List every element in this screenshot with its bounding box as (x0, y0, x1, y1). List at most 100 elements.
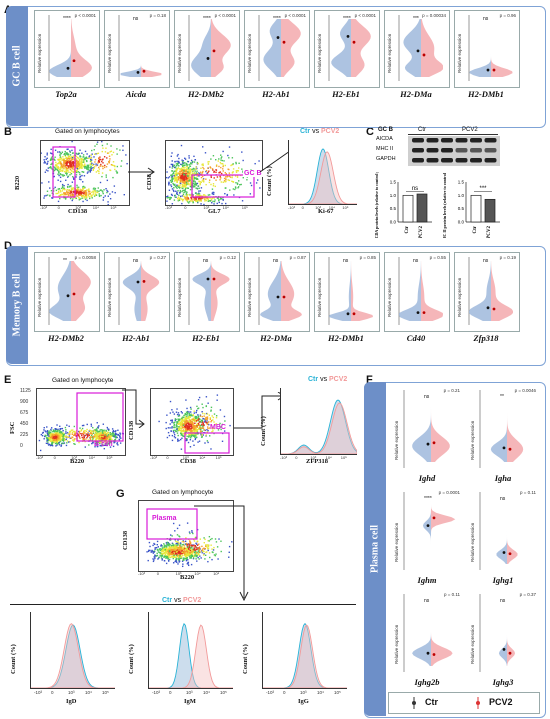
x-tick-label: 0 (283, 690, 286, 695)
gene-name: Ighg3 (492, 677, 514, 687)
violin-ylabel: Relative expression (457, 277, 462, 317)
f-legend-pcv2-icon (476, 697, 480, 709)
violin-cell: Relative expression p = 0.19 ns (454, 252, 520, 332)
violin-plot (479, 594, 516, 672)
violin-cell: Relative expression p = 0.0046 ** (468, 386, 538, 472)
pcv2-mean-point (432, 516, 436, 520)
violin-pcv2-half (421, 19, 443, 77)
ctr-mean-point (136, 280, 140, 284)
x-tick-label: -10³ (165, 205, 173, 210)
violin-pcv2-half (421, 261, 443, 321)
x-tick-label: 10⁵ (241, 205, 248, 210)
violin-cell: Relative expression p = 0.85 ns (314, 252, 380, 332)
p-value: p = 0.21 (443, 388, 460, 393)
blot-band (441, 148, 453, 153)
significance: **** (273, 16, 281, 22)
e-gate-mbc (184, 432, 230, 454)
ctr-mean-point (206, 57, 210, 60)
b-legend: Ctr vs PCV2 (300, 128, 339, 135)
violin-ylabel: Relative expression (37, 33, 42, 73)
violin-plot (118, 15, 162, 81)
g-divider (10, 604, 356, 605)
violin-plot (258, 257, 302, 325)
panel-label-g: G (116, 488, 125, 500)
b-hist (288, 140, 357, 205)
y-tick-label: 0.5 (390, 206, 397, 211)
p-value: p = 0.85 (359, 255, 376, 260)
flow-density-points (38, 422, 125, 452)
x-tick-label: 10⁴ (85, 690, 92, 695)
pcv2-mean-point (142, 69, 146, 73)
x-tick-label: 10⁵ (340, 455, 347, 460)
e-gate1-label: B cell (94, 441, 113, 448)
significance: ns (424, 598, 430, 604)
gene-name: H2-Eb1 (192, 333, 220, 343)
e-facs-1 (36, 388, 126, 456)
histogram-pcv2 (281, 402, 357, 454)
significance: ** (63, 258, 67, 264)
violin-pcv2-half (431, 602, 453, 666)
pcv2-mean-point (508, 651, 512, 655)
pcv2-mean-point (432, 653, 436, 656)
violin-ylabel: Relative expression (107, 33, 112, 73)
pcv2-mean-point (508, 447, 512, 451)
x-tick-label: 10⁴ (222, 205, 229, 210)
x-category-label: PCV2 (419, 226, 424, 238)
ctr-mean-point (426, 524, 430, 527)
histogram-ylabel: Count (%) (10, 644, 17, 674)
ctr-mean-point (346, 312, 350, 316)
pcv2-mean-point (352, 312, 356, 316)
significance: ns (412, 186, 418, 192)
g-gate-plasma (146, 508, 198, 540)
pcv2-mean-point (72, 292, 76, 296)
histogram-pcv2 (149, 624, 233, 688)
violin-ylabel: Relative expression (247, 277, 252, 317)
f-legend-ctr: Ctr (425, 697, 438, 707)
f-legend: Ctr PCV2 (388, 692, 540, 714)
x-tick-label: 10³ (75, 205, 81, 210)
violin-ctr-half (469, 261, 491, 321)
pcv2-mean-point (352, 40, 356, 44)
violin-ylabel: Relative expression (317, 33, 322, 73)
y-tick-label: 1.0 (458, 193, 465, 198)
violin-ylabel: Relative expression (387, 277, 392, 317)
violin-plot (328, 257, 373, 325)
bar-ctr (470, 194, 482, 223)
blot-band (470, 138, 482, 143)
panel-label-c: C (366, 126, 374, 138)
x-tick-label: 10⁵ (213, 571, 220, 576)
x-tick-label: 0 (53, 455, 56, 460)
y-tick-label: 675 (20, 410, 29, 416)
violin-ctr-half (263, 19, 281, 77)
x-tick-label: 0 (57, 205, 60, 210)
significance: ns (500, 496, 506, 502)
significance: ns (483, 16, 489, 22)
p-value: p = 0.27 (149, 255, 166, 260)
x-tick-label: -10³ (150, 455, 158, 460)
ctr-mean-point (276, 295, 280, 299)
significance: **** (63, 16, 71, 22)
violin-ylabel: Relative expression (177, 277, 182, 317)
e-gate2-label: MBC (210, 424, 226, 431)
e-gate-bcell (76, 392, 124, 442)
g-gate-label: Plasma (152, 515, 177, 522)
violin-ylabel: Relative expression (387, 33, 392, 73)
violin-plot (403, 492, 456, 570)
violin-ctr-half (399, 261, 421, 321)
violin-ctr-half (120, 19, 141, 77)
blot-band (412, 158, 424, 163)
x-tick-label: -10³ (266, 690, 275, 695)
b-x2-label: GL7 (208, 208, 221, 215)
violin-cell: Relative expression p = 0.00034 *** (384, 10, 450, 88)
p-value: p = 0.18 (149, 13, 166, 18)
blot-band (470, 158, 482, 163)
g-histogram (30, 612, 115, 689)
g-legend-vs: vs (172, 597, 184, 604)
violin-cell: Relative expression p = 0.18 ns (104, 10, 170, 88)
b-y2-label: CD38 (146, 174, 153, 190)
violin-cell: Relative expression p = 0.21 ns (392, 386, 462, 472)
gene-name: Igha (494, 473, 512, 483)
ctr-mean-point (502, 446, 506, 450)
pcv2-mean-point (282, 295, 286, 299)
y-tick-label: 225 (20, 432, 29, 438)
